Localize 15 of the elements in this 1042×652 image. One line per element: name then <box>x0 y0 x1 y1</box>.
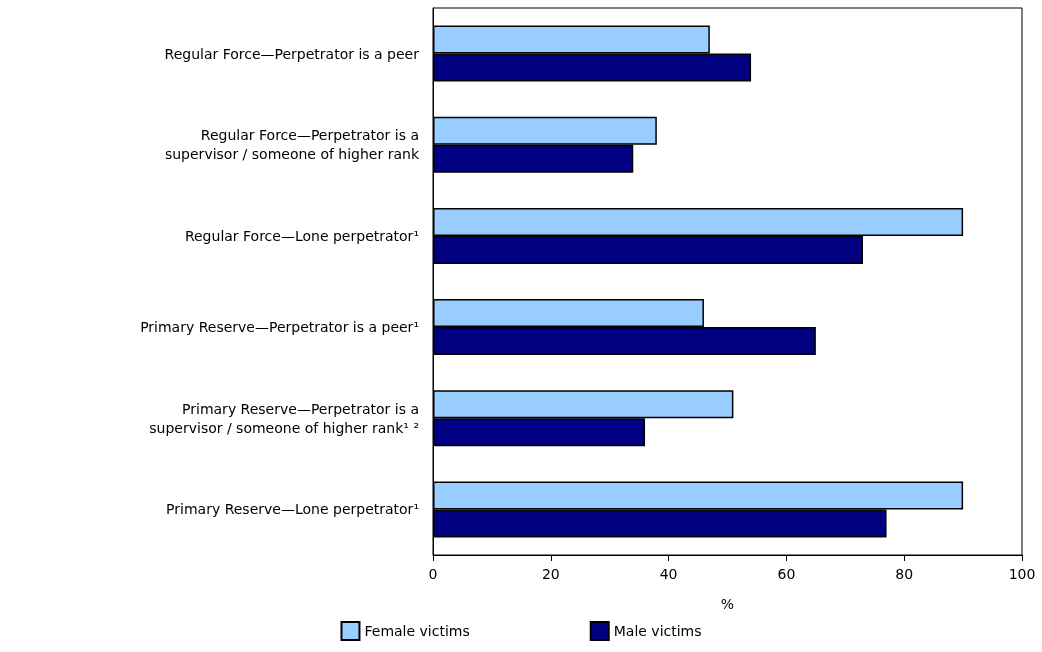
y-tick-label: Regular Force—Perpetrator is a supervisor / someone of higher rank <box>164 127 420 163</box>
y-tick-label: Regular Force—Lone perpetrator¹ <box>184 227 419 244</box>
x-tick-label: 20 <box>541 566 560 582</box>
y-tick-label: Primary Reserve—Lone perpetrator¹ <box>166 501 419 518</box>
legend-label: Male victims <box>613 623 702 639</box>
x-tick-label: 40 <box>659 566 678 582</box>
x-axis-title: % <box>720 596 735 612</box>
x-tick-label: 0 <box>428 566 438 582</box>
x-tick-label: 100 <box>1008 566 1036 582</box>
y-tick-label: Primary Reserve—Perpetrator is a peer¹ <box>140 319 419 336</box>
legend-label: Female victims <box>364 623 470 639</box>
y-tick-label: Primary Reserve—Perpetrator is a supervisor / someone of higher rank¹ ² <box>149 400 419 436</box>
x-tick-label: 60 <box>777 566 796 582</box>
x-tick-label: 80 <box>895 566 914 582</box>
y-tick-label: Regular Force—Perpetrator is a peer <box>164 45 420 62</box>
